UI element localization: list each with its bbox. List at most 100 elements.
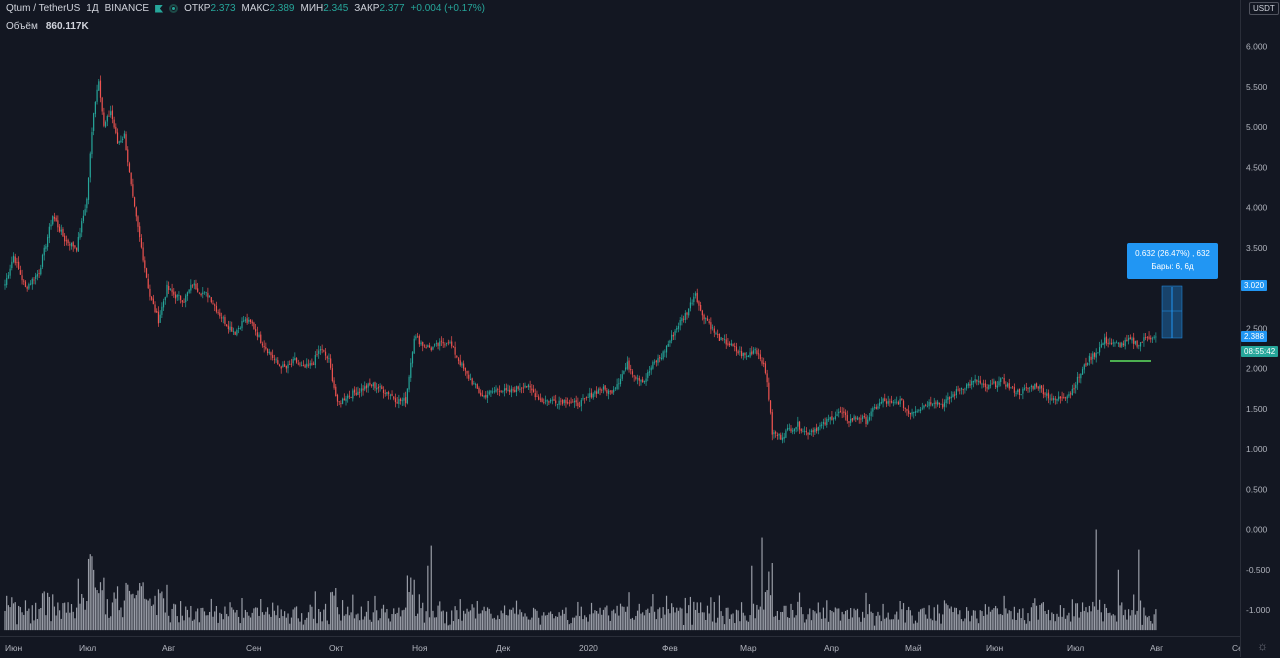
volume-bar bbox=[191, 620, 194, 631]
volume-bar bbox=[382, 604, 385, 631]
flag-icon[interactable] bbox=[155, 4, 164, 13]
volume-bar bbox=[621, 606, 623, 631]
candle bbox=[718, 333, 720, 342]
volume-bar bbox=[26, 610, 28, 631]
candle bbox=[1081, 366, 1084, 376]
candle bbox=[989, 379, 992, 389]
candle bbox=[9, 264, 11, 279]
volume-bar bbox=[226, 613, 228, 631]
candle bbox=[643, 380, 645, 384]
volume-bar bbox=[480, 613, 482, 631]
volume-bar bbox=[280, 609, 282, 631]
volume-bar bbox=[40, 607, 42, 631]
candle bbox=[106, 114, 108, 127]
volume-bar bbox=[145, 599, 148, 631]
candle bbox=[582, 394, 584, 401]
time-axis[interactable]: Июн Июл Авг Сен Окт Ноя Дек 2020 Фев Мар Апр Май Июн… bbox=[0, 636, 1240, 658]
candle bbox=[301, 361, 303, 367]
candle bbox=[348, 390, 351, 399]
volume-bar bbox=[1030, 607, 1033, 631]
candle bbox=[195, 279, 197, 290]
price-axis[interactable]: 6.0005.5005.0004.5004.0003.5003.0002.500… bbox=[1240, 0, 1280, 657]
volume-bar bbox=[58, 610, 61, 631]
volume-bar bbox=[515, 600, 518, 631]
candle bbox=[1066, 394, 1068, 404]
volume-bar bbox=[739, 621, 741, 631]
volume-bar bbox=[1102, 621, 1104, 631]
volume-bar bbox=[561, 609, 564, 631]
candle bbox=[406, 388, 408, 405]
candle bbox=[376, 382, 378, 394]
currency-badge[interactable]: USDT bbox=[1249, 2, 1279, 15]
volume-bar bbox=[394, 614, 397, 631]
candle bbox=[481, 390, 483, 397]
candle bbox=[896, 396, 898, 405]
volume-bar bbox=[505, 614, 507, 631]
volume-bar bbox=[144, 598, 146, 631]
volume-bar bbox=[1080, 611, 1082, 631]
volume-bar bbox=[492, 618, 494, 631]
candle bbox=[930, 396, 932, 407]
volume-bar bbox=[1133, 594, 1135, 631]
candle bbox=[853, 414, 855, 421]
candle bbox=[299, 361, 301, 367]
volume-bar bbox=[81, 593, 83, 631]
x-tick-label: Фев bbox=[662, 643, 678, 653]
volume-bar bbox=[979, 610, 981, 631]
volume-bar bbox=[341, 600, 344, 631]
symbol-name[interactable]: Qtum / TetherUS bbox=[6, 3, 81, 14]
candle bbox=[478, 386, 480, 394]
candle bbox=[503, 383, 506, 397]
volume-bar bbox=[118, 610, 120, 631]
candlestick-chart[interactable] bbox=[0, 0, 1240, 636]
candle bbox=[191, 284, 194, 289]
volume-bar bbox=[546, 614, 548, 631]
candle bbox=[710, 317, 712, 334]
settings-icon[interactable]: ☼ bbox=[1257, 639, 1268, 653]
candle bbox=[943, 399, 946, 412]
volume-bar bbox=[237, 616, 240, 631]
volume-bar bbox=[1122, 615, 1125, 631]
candle bbox=[1112, 339, 1114, 347]
candle bbox=[72, 241, 74, 252]
volume-bar bbox=[173, 603, 175, 631]
volume-bar bbox=[503, 605, 506, 631]
volume-bar bbox=[817, 602, 819, 631]
volume-bar bbox=[1126, 619, 1128, 631]
candle bbox=[556, 403, 559, 409]
volume-bar bbox=[921, 608, 923, 631]
candle bbox=[826, 417, 828, 428]
volume-bar bbox=[123, 600, 125, 631]
volume-bar bbox=[954, 607, 956, 631]
volume-bar bbox=[1083, 610, 1085, 631]
volume-bar bbox=[445, 611, 448, 631]
volume-bar bbox=[655, 619, 657, 631]
candle bbox=[415, 334, 417, 341]
candle bbox=[843, 407, 845, 418]
candle bbox=[872, 406, 874, 417]
candle bbox=[654, 359, 656, 365]
candle bbox=[74, 245, 76, 249]
candle bbox=[769, 399, 772, 415]
candle bbox=[422, 341, 424, 352]
candle bbox=[1022, 387, 1024, 400]
candle bbox=[69, 241, 71, 251]
candle bbox=[321, 344, 323, 354]
volume-bar bbox=[567, 620, 569, 631]
volume-bar bbox=[665, 595, 668, 631]
volume-bar bbox=[1104, 603, 1106, 631]
volume-bar bbox=[243, 617, 245, 631]
close-label: ЗАКР bbox=[354, 3, 380, 14]
volume-bar bbox=[24, 600, 27, 631]
candle bbox=[723, 334, 726, 344]
candle bbox=[220, 312, 223, 323]
candle bbox=[976, 379, 978, 386]
candle bbox=[1088, 353, 1090, 366]
x-tick-label: 2020 bbox=[579, 643, 598, 653]
volume-bar bbox=[596, 610, 598, 631]
interval[interactable]: 1Д bbox=[86, 3, 99, 14]
measure-tooltip[interactable]: 0.632 (26.47%) , 632 Бары: 6, 6д bbox=[1127, 243, 1218, 279]
volume-bar bbox=[500, 610, 502, 631]
volume-bar bbox=[149, 598, 151, 631]
volume-bar bbox=[1146, 617, 1148, 631]
